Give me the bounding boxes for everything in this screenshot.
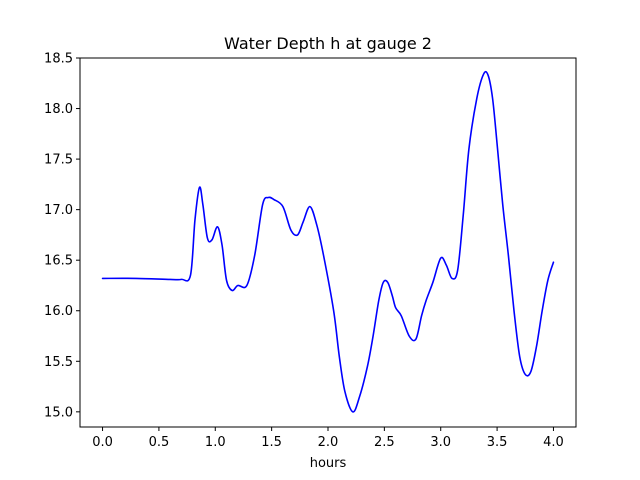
plot-frame [79, 57, 577, 428]
y-tick-label: 16.0 [44, 304, 73, 319]
y-tick-label: 18.0 [44, 102, 73, 117]
x-tick-label: 0.0 [92, 435, 113, 450]
y-axis-ticks: 15.0 15.5 16.0 16.5 17.0 17.5 18.0 18.5 [44, 52, 80, 420]
x-tick-label: 1.5 [261, 435, 282, 450]
x-axis-ticks: 0.0 0.5 1.0 1.5 2.0 2.5 3.0 3.5 4.0 [92, 427, 564, 450]
series-line [101, 70, 555, 413]
x-axis-label: hours [310, 456, 347, 471]
y-tick-label: 18.5 [44, 52, 73, 67]
x-tick-label: 2.5 [374, 435, 395, 450]
x-tick-label: 4.0 [543, 435, 564, 450]
y-tick-label: 16.5 [44, 254, 73, 269]
y-tick-label: 15.0 [44, 405, 73, 420]
x-tick-label: 3.0 [430, 435, 451, 450]
x-tick-label: 3.5 [487, 435, 508, 450]
x-tick-label: 2.0 [318, 435, 339, 450]
y-tick-label: 17.0 [44, 203, 73, 218]
y-tick-label: 15.5 [44, 355, 73, 370]
x-tick-label: 1.0 [205, 435, 226, 450]
x-tick-label: 0.5 [149, 435, 170, 450]
y-tick-label: 17.5 [44, 153, 73, 168]
chart-title: Water Depth h at gauge 2 [224, 34, 432, 53]
